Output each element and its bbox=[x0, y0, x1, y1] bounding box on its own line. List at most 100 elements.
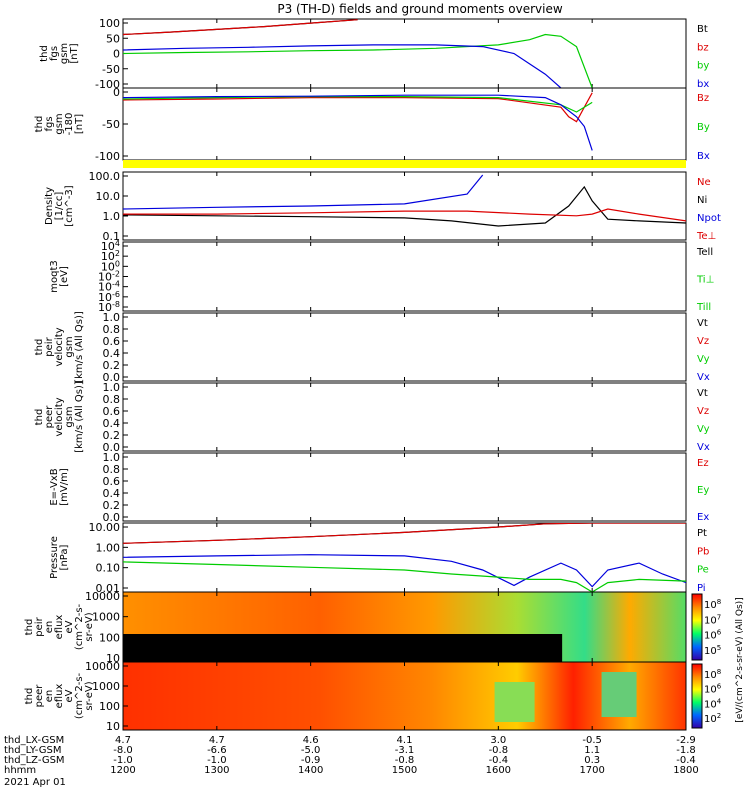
y-tick-label: 0.0 bbox=[103, 441, 121, 454]
colorbar-exponent: 4 bbox=[717, 697, 722, 705]
y-axis-label-line: (cm^2-s- bbox=[74, 672, 85, 719]
page-title: P3 (TH-D) fields and ground moments over… bbox=[277, 2, 562, 16]
legend-Pt: Pt bbox=[697, 528, 707, 539]
legend-Ne: Ne bbox=[697, 177, 711, 188]
y-tick-label: 0.2 bbox=[103, 499, 121, 512]
panel-frame bbox=[122, 241, 687, 312]
legend-Vx: Vx bbox=[697, 372, 710, 383]
panel-fgs_dsl: 0 -50 -100 thd fgs gsm -180 [nT] Bz By Bx bbox=[34, 86, 710, 163]
panel-frame bbox=[122, 171, 687, 241]
y-tick-label: -50 bbox=[102, 63, 120, 76]
y-axis-label-line: Pressure bbox=[49, 536, 60, 579]
y-tick-exponent: -6 bbox=[112, 290, 120, 299]
legend-Ti⊥: Ti⊥ bbox=[696, 275, 714, 286]
y-tick-label: 0.0 bbox=[103, 371, 121, 384]
y-tick-label: 1.0 bbox=[103, 210, 121, 223]
electron-spectrogram-patch bbox=[494, 682, 535, 722]
legend-Te⊥: Te⊥ bbox=[696, 231, 716, 242]
orbit-value: -0.8 bbox=[489, 745, 509, 756]
y-tick-label: 10000 bbox=[85, 590, 120, 603]
orbit-value: -0.4 bbox=[489, 755, 509, 766]
legend-bx: bx bbox=[697, 79, 709, 90]
y-tick-label: 100 bbox=[99, 17, 120, 30]
series-Pb bbox=[123, 523, 686, 544]
legend-Vy: Vy bbox=[697, 424, 710, 435]
y-axis-label-line: fgs bbox=[49, 46, 60, 61]
panel-peir_eflux: 10000 1000 100 10 thd peir en eflux eV (cm^2-s-sr… bbox=[24, 590, 722, 665]
legend-Vt: Vt bbox=[697, 388, 708, 399]
y-axis-label-line: [nT] bbox=[74, 114, 85, 134]
y-axis-label-line: gsm bbox=[54, 113, 65, 134]
time-tick-label: 1300 bbox=[204, 765, 229, 776]
colorbar-tick: 106 bbox=[704, 629, 722, 642]
time-axis: [eV/(cm^2-s-sr-eV) (All Qs)] 4.7 4.7 4.6 4.1… bbox=[4, 597, 745, 788]
y-tick-exponent: -8 bbox=[112, 300, 120, 309]
time-tick-label: 1600 bbox=[486, 765, 511, 776]
y-axis-label-line: eflux bbox=[54, 684, 65, 709]
panel-efield: 1.00.80.60.40.20.0 E=-VxB [mV/m] Ez Ey Ex bbox=[49, 451, 709, 524]
legend-Vt: Vt bbox=[697, 318, 708, 329]
y-tick-label: -100 bbox=[95, 150, 120, 163]
yellow-band bbox=[123, 160, 686, 168]
orbit-value: -0.8 bbox=[395, 755, 415, 766]
colorbar-exponent: 2 bbox=[717, 712, 721, 720]
colorbar-tick: 104 bbox=[704, 697, 722, 710]
y-tick-label: 1.0 bbox=[103, 451, 121, 464]
y-tick-label: 0.0 bbox=[103, 511, 121, 524]
colorbar-exponent: 6 bbox=[717, 629, 722, 637]
y-axis-label-line: fgs bbox=[44, 116, 55, 131]
series-By bbox=[123, 95, 593, 113]
panel-peer_velocity: 1.00.80.60.40.20.0 thd peer velocity gsm [km/… bbox=[34, 381, 710, 454]
orbit-value: 3.0 bbox=[490, 735, 506, 746]
panel-frame bbox=[122, 522, 687, 593]
y-axis-label-line: thd bbox=[34, 339, 45, 356]
colorbar-exponent: 5 bbox=[717, 644, 721, 652]
y-axis-label-line: gsm bbox=[59, 43, 70, 64]
legend-Ni: Ni bbox=[697, 195, 707, 206]
panel-frame bbox=[122, 452, 687, 522]
legend-Bt: Bt bbox=[697, 24, 708, 35]
orbit-value: -2.9 bbox=[676, 735, 696, 746]
row-label: thd_LX-GSM bbox=[4, 735, 64, 746]
orbit-value: -3.1 bbox=[395, 745, 415, 756]
y-axis-label-line: thd bbox=[24, 619, 35, 636]
colorbar bbox=[691, 663, 703, 729]
y-tick-label: 0 bbox=[113, 48, 120, 61]
panel-fgs: 100 50 0 -50 -100 thd fgs gsm [nT] Bt bz by bx bbox=[39, 17, 709, 91]
orbit-value: -1.0 bbox=[207, 755, 227, 766]
legend-Pe: Pe bbox=[697, 565, 709, 576]
y-tick-exponent: 0 bbox=[115, 259, 120, 268]
time-tick-label: 1800 bbox=[673, 765, 698, 776]
legend-by: by bbox=[697, 61, 709, 72]
y-tick-label: 0.2 bbox=[103, 359, 121, 372]
series-Pe bbox=[123, 561, 686, 592]
panel-density: 100.0 10.0 1.0 0.1 Density [1/cc] [cm^-3] Ne Ni N… bbox=[44, 170, 721, 243]
colorbar-exponent: 8 bbox=[717, 668, 721, 676]
legend-bz: bz bbox=[697, 42, 709, 53]
y-tick-label: 0.10 bbox=[96, 562, 121, 575]
colorbar-label: [eV/(cm^2-s-sr-eV) (All Qs)] bbox=[735, 597, 745, 722]
legend-Bz: Bz bbox=[697, 93, 709, 104]
y-tick-label: 100 bbox=[99, 631, 120, 644]
orbit-value: -8.0 bbox=[113, 745, 133, 756]
orbit-value: 4.7 bbox=[115, 735, 131, 746]
series-Ni bbox=[123, 185, 686, 227]
y-tick-label: 100.0 bbox=[89, 170, 121, 183]
y-axis-label-line: gsm bbox=[64, 406, 75, 427]
y-axis-label-line: velocity bbox=[54, 397, 65, 436]
y-tick-label: 0.6 bbox=[103, 405, 121, 418]
y-tick-label: 0.01 bbox=[96, 582, 121, 595]
y-axis-label-line: peir bbox=[44, 336, 55, 356]
y-tick-label: 1000 bbox=[92, 611, 120, 624]
series-bx bbox=[123, 44, 562, 88]
legend-Pi: Pi bbox=[697, 583, 706, 594]
legend-By: By bbox=[697, 122, 710, 133]
legend-Vy: Vy bbox=[697, 354, 710, 365]
y-axis-label-line: [1/cc] bbox=[54, 192, 65, 221]
legend-Vz: Vz bbox=[697, 406, 709, 417]
legend-Vz: Vz bbox=[697, 336, 709, 347]
y-axis-label-line: en bbox=[44, 621, 55, 634]
orbit-value: -0.9 bbox=[301, 755, 321, 766]
y-tick-label: 1000 bbox=[92, 680, 120, 693]
